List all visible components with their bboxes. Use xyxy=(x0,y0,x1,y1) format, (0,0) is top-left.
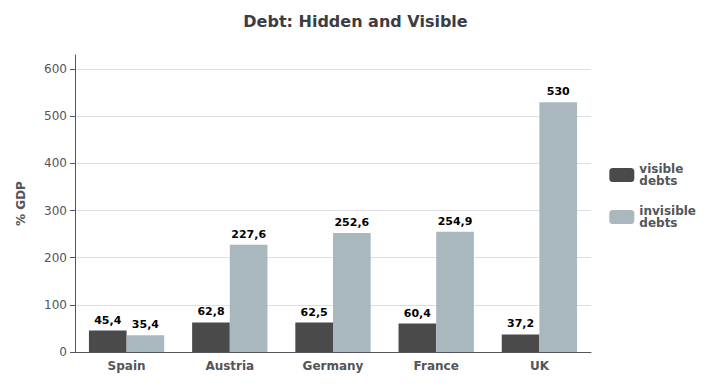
svg-text:62,5: 62,5 xyxy=(301,306,328,319)
svg-text:200: 200 xyxy=(44,251,67,265)
svg-text:227,6: 227,6 xyxy=(231,228,266,241)
svg-text:252,6: 252,6 xyxy=(334,216,369,229)
svg-text:invisible: invisible xyxy=(639,204,696,218)
svg-text:254,9: 254,9 xyxy=(438,215,473,228)
svg-text:debts: debts xyxy=(639,174,677,188)
svg-text:500: 500 xyxy=(44,109,67,123)
svg-text:62,8: 62,8 xyxy=(197,305,224,318)
svg-text:France: France xyxy=(414,359,459,373)
svg-text:Germany: Germany xyxy=(303,359,364,373)
svg-text:35,4: 35,4 xyxy=(132,318,159,331)
svg-text:100: 100 xyxy=(44,298,67,312)
svg-text:Debt: Hidden and Visible: Debt: Hidden and Visible xyxy=(243,12,468,31)
svg-text:45,4: 45,4 xyxy=(94,314,121,327)
svg-text:37,2: 37,2 xyxy=(507,317,534,330)
svg-text:60,4: 60,4 xyxy=(404,307,431,320)
svg-text:visible: visible xyxy=(639,162,684,176)
svg-text:600: 600 xyxy=(44,62,67,76)
svg-text:debts: debts xyxy=(639,216,677,230)
svg-text:530: 530 xyxy=(547,85,570,98)
svg-text:400: 400 xyxy=(44,156,67,170)
svg-text:0: 0 xyxy=(59,345,67,359)
svg-text:UK: UK xyxy=(530,359,550,373)
svg-text:300: 300 xyxy=(44,204,67,218)
svg-text:Spain: Spain xyxy=(108,359,146,373)
svg-text:% GDP: % GDP xyxy=(14,181,28,226)
svg-text:Austria: Austria xyxy=(205,359,254,373)
